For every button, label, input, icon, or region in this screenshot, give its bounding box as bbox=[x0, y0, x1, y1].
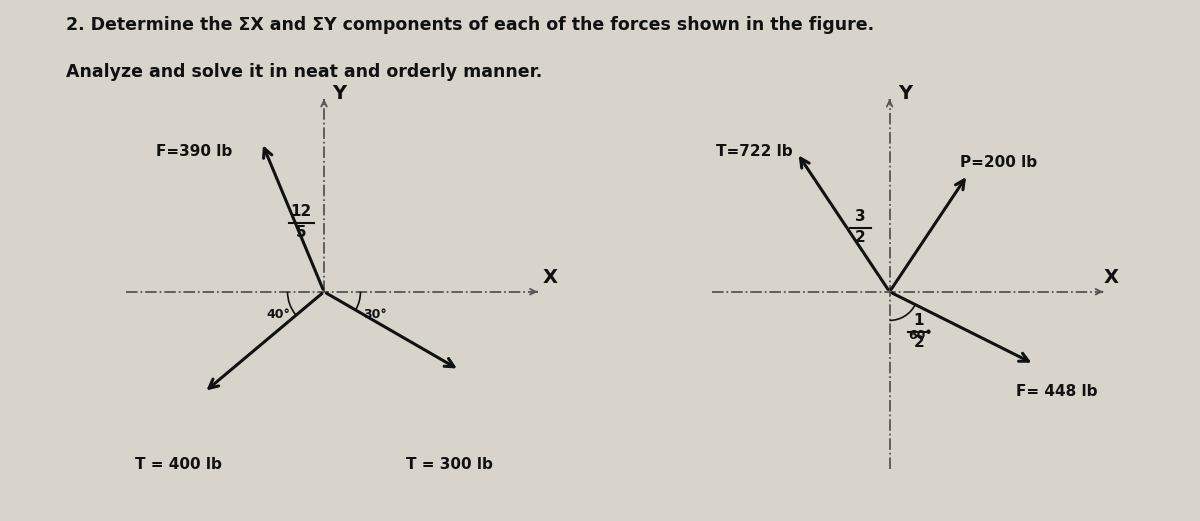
Text: 60°: 60° bbox=[908, 329, 932, 342]
Text: Y: Y bbox=[898, 84, 912, 103]
Text: T = 400 lb: T = 400 lb bbox=[134, 457, 222, 472]
Text: 2. Determine the ΣX and ΣY components of each of the forces shown in the figure.: 2. Determine the ΣX and ΣY components of… bbox=[66, 16, 874, 34]
Text: 1: 1 bbox=[913, 313, 924, 328]
Text: T=722 lb: T=722 lb bbox=[716, 144, 792, 159]
Text: 2: 2 bbox=[856, 230, 865, 245]
Text: F=390 lb: F=390 lb bbox=[156, 144, 232, 159]
Text: 2: 2 bbox=[913, 335, 924, 350]
Text: F= 448 lb: F= 448 lb bbox=[1015, 384, 1097, 399]
Text: 30°: 30° bbox=[364, 308, 388, 321]
Text: X: X bbox=[1103, 268, 1118, 288]
Text: T = 300 lb: T = 300 lb bbox=[406, 457, 492, 472]
Text: 5: 5 bbox=[295, 225, 306, 240]
Text: 3: 3 bbox=[856, 209, 865, 224]
Text: Y: Y bbox=[332, 84, 347, 103]
Text: X: X bbox=[542, 268, 558, 288]
Text: P=200 lb: P=200 lb bbox=[960, 155, 1038, 170]
Text: Analyze and solve it in neat and orderly manner.: Analyze and solve it in neat and orderly… bbox=[66, 63, 542, 81]
Text: 40°: 40° bbox=[266, 308, 290, 321]
Text: 12: 12 bbox=[290, 204, 312, 219]
